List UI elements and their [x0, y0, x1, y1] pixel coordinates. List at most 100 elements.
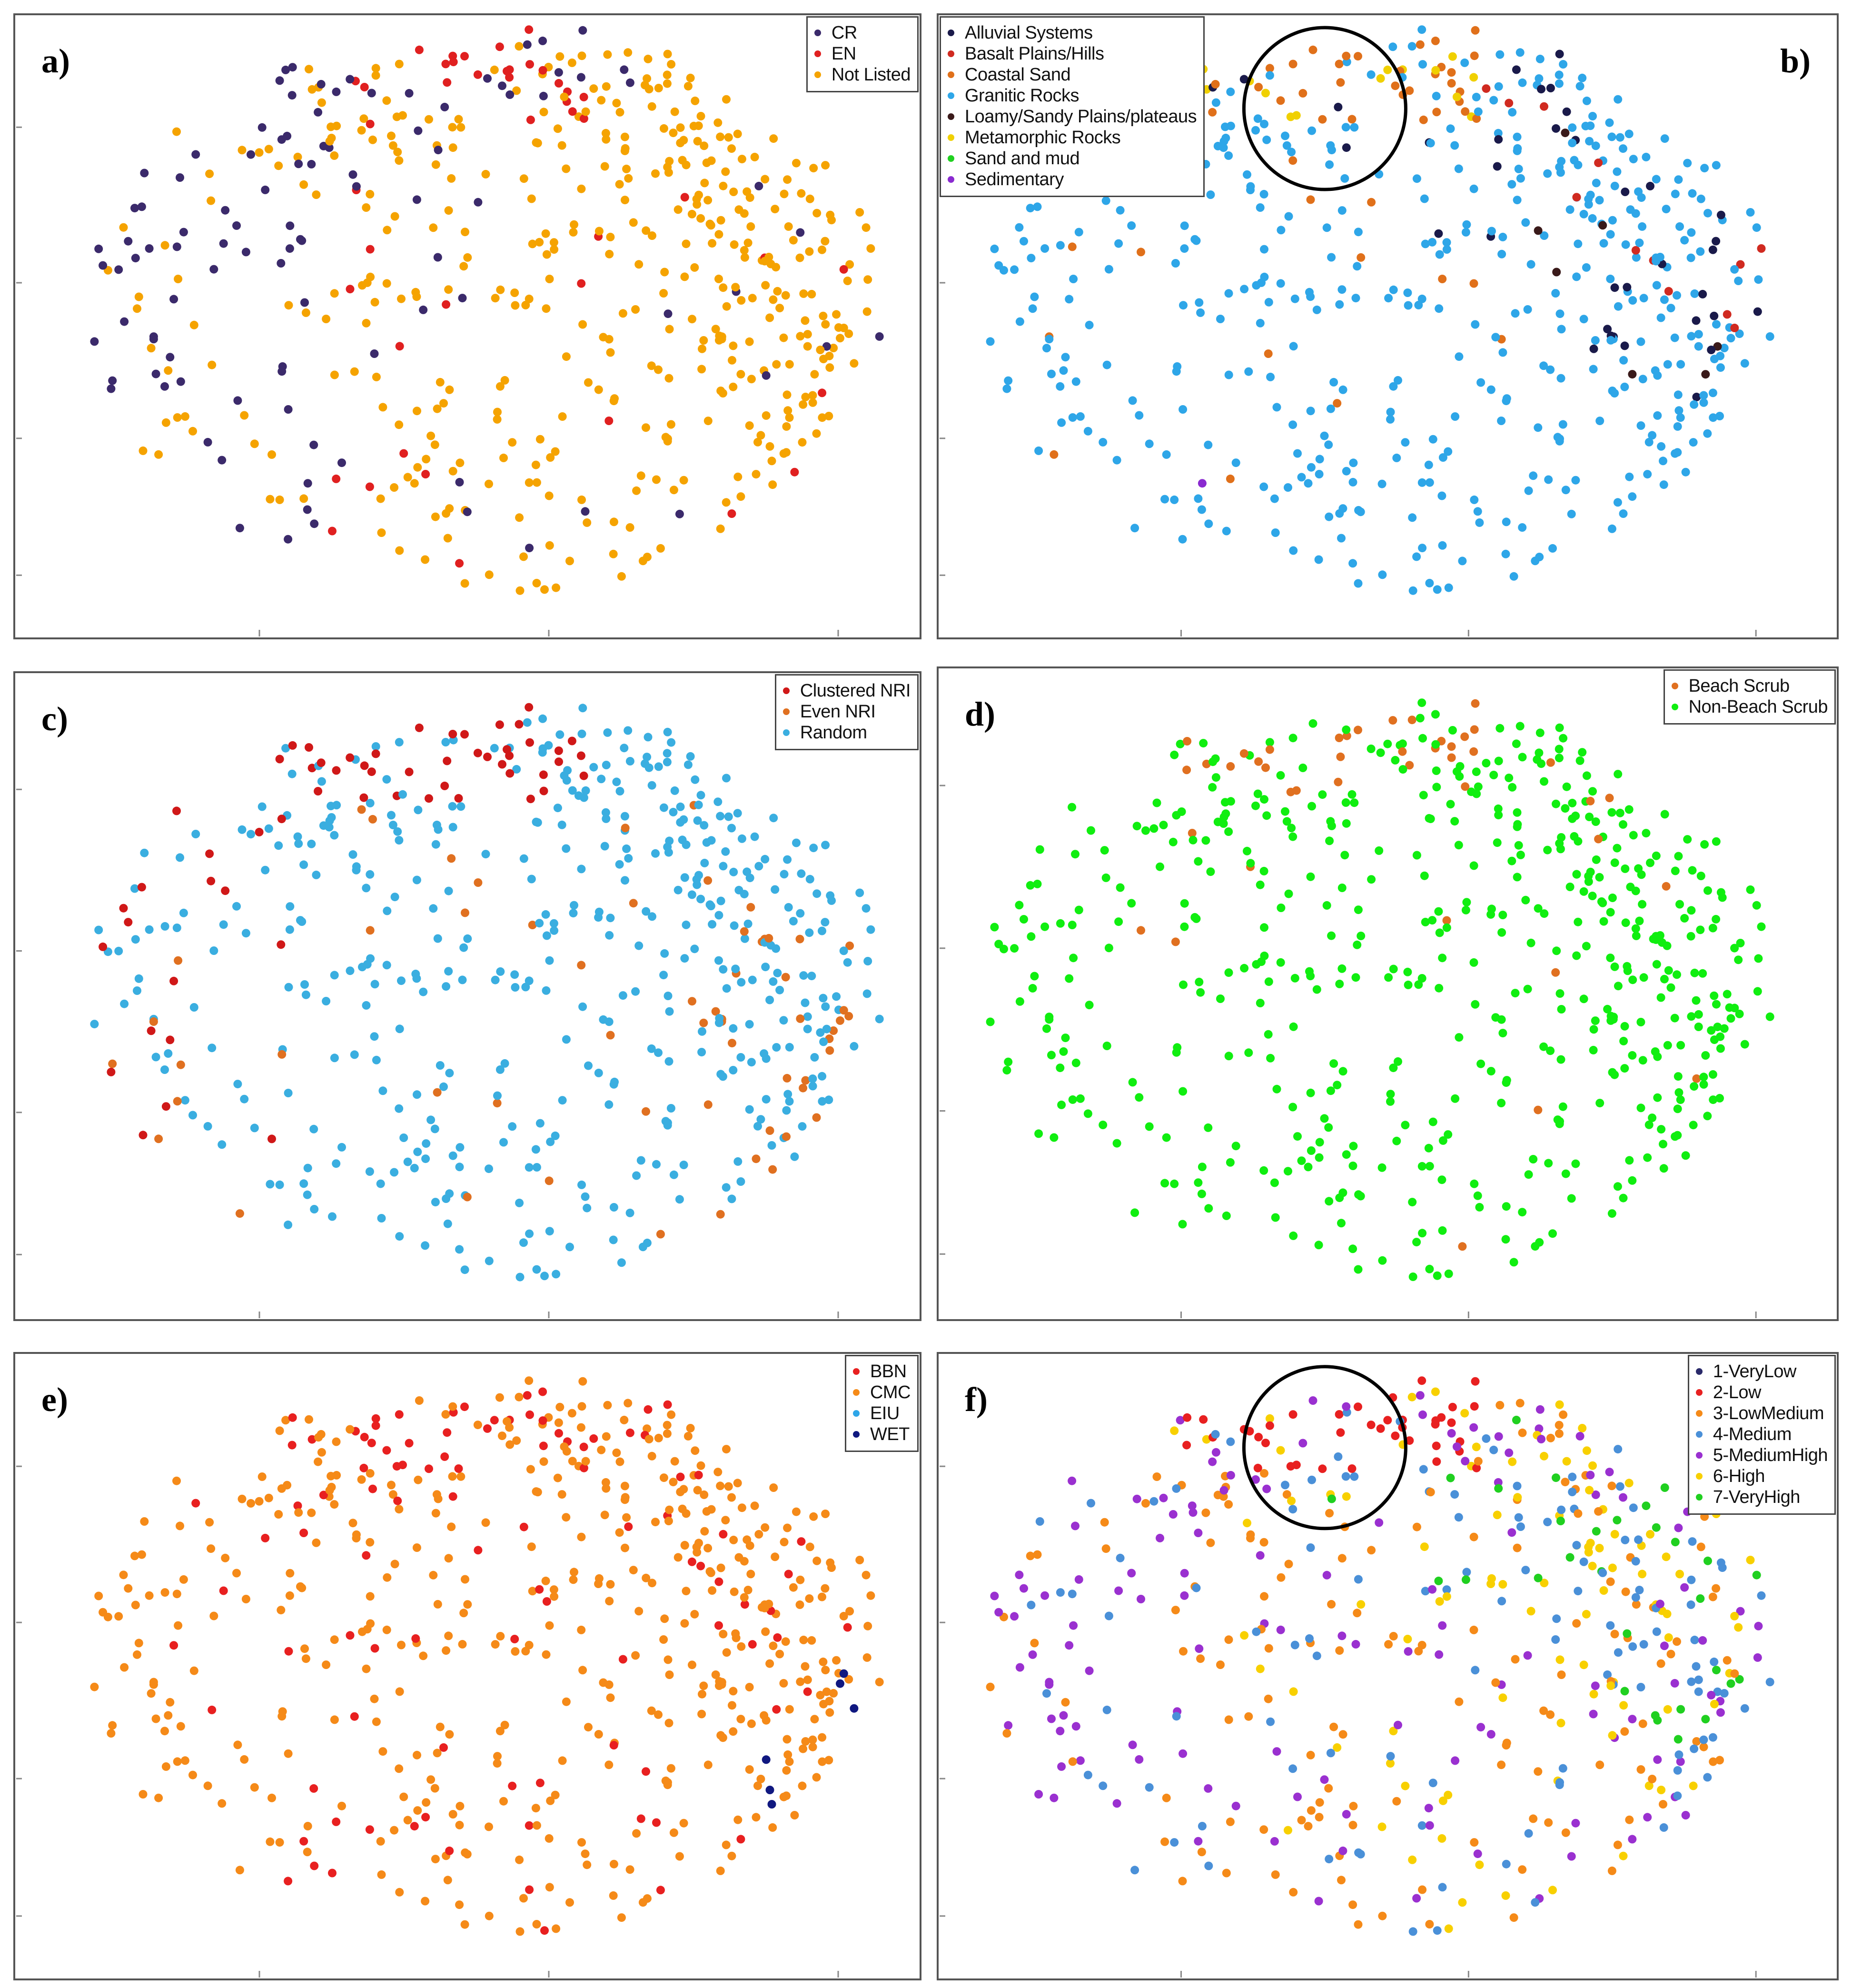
data-point	[743, 1535, 752, 1544]
data-point	[1653, 1052, 1662, 1061]
data-point	[743, 919, 753, 928]
data-point	[235, 524, 244, 533]
data-point	[499, 453, 508, 462]
data-point	[1595, 196, 1604, 205]
data-point	[232, 1569, 241, 1578]
data-point	[551, 447, 560, 456]
data-point	[1591, 141, 1600, 150]
legend-item: CR	[814, 22, 911, 43]
data-point	[1351, 294, 1360, 303]
data-point	[1653, 1716, 1662, 1725]
data-point	[1558, 1102, 1567, 1111]
data-point	[368, 135, 377, 144]
data-point	[388, 821, 397, 829]
data-point	[441, 60, 450, 69]
data-point	[1194, 1837, 1203, 1846]
data-point	[541, 229, 550, 238]
data-point	[303, 1822, 312, 1830]
data-point	[822, 1024, 831, 1034]
legend-item: EN	[814, 43, 911, 64]
data-point	[1061, 1698, 1070, 1707]
data-point	[174, 275, 183, 283]
data-point	[805, 928, 814, 937]
data-point	[362, 1001, 371, 1010]
data-point	[1473, 1191, 1482, 1200]
data-point	[1629, 831, 1638, 840]
data-point	[1537, 1435, 1545, 1443]
data-point	[986, 1682, 995, 1691]
data-point	[1753, 307, 1762, 316]
data-point	[1655, 1600, 1664, 1609]
data-point	[1515, 1399, 1525, 1408]
data-point	[1632, 931, 1641, 940]
data-point	[1433, 1926, 1442, 1935]
data-point	[205, 849, 214, 858]
data-point	[448, 123, 457, 132]
data-point	[863, 1621, 872, 1630]
data-point	[1607, 1866, 1616, 1875]
data-point	[1710, 1700, 1719, 1709]
data-point	[1638, 222, 1647, 231]
data-point	[625, 1865, 634, 1874]
data-point	[358, 1627, 366, 1636]
data-point	[1244, 367, 1253, 376]
data-point	[1354, 726, 1362, 735]
data-point	[90, 1020, 99, 1029]
data-point	[549, 1585, 558, 1594]
data-point	[1226, 797, 1235, 806]
data-point	[583, 518, 592, 527]
data-point	[1128, 396, 1137, 405]
data-point	[721, 1516, 730, 1525]
data-point	[694, 871, 703, 880]
panel-label: e)	[41, 1381, 68, 1419]
data-point	[1057, 418, 1066, 427]
data-point	[1518, 1865, 1527, 1874]
data-point	[824, 1095, 833, 1104]
data-point	[1694, 1010, 1703, 1019]
data-point	[1610, 283, 1619, 292]
data-point	[762, 371, 771, 380]
data-point	[1502, 1741, 1511, 1749]
data-point	[1692, 392, 1701, 401]
data-point	[219, 1586, 228, 1595]
data-point	[1568, 798, 1577, 807]
data-point	[1298, 764, 1307, 772]
data-point	[663, 1429, 672, 1438]
data-point	[1671, 1538, 1680, 1547]
data-point	[1666, 1650, 1675, 1659]
data-point	[740, 253, 749, 262]
data-point	[348, 170, 357, 179]
legend-swatch	[948, 155, 954, 162]
data-point	[473, 748, 482, 757]
data-point	[1389, 1632, 1398, 1640]
data-point	[267, 1134, 276, 1143]
data-point	[332, 1471, 341, 1480]
data-point	[1219, 137, 1228, 146]
data-point	[562, 844, 571, 853]
data-point	[281, 744, 290, 753]
data-point	[740, 934, 749, 943]
data-point	[700, 858, 709, 867]
data-point	[205, 169, 214, 179]
data-point	[1222, 1211, 1231, 1220]
data-point	[348, 1519, 357, 1528]
data-point	[429, 904, 438, 913]
data-point	[1540, 231, 1549, 240]
data-point	[393, 1496, 402, 1505]
data-point	[1254, 757, 1263, 766]
data-point	[542, 1650, 551, 1659]
data-point	[553, 804, 562, 813]
data-point	[1226, 87, 1235, 96]
data-point	[737, 834, 746, 843]
data-point	[792, 1507, 801, 1516]
data-point	[694, 121, 703, 130]
data-point	[99, 261, 108, 270]
data-point	[1673, 448, 1682, 457]
data-point	[261, 865, 270, 875]
data-point	[768, 1823, 777, 1832]
data-point	[1424, 1143, 1433, 1153]
data-point	[219, 920, 228, 929]
data-point	[346, 75, 355, 84]
data-point	[493, 1091, 502, 1100]
data-point	[284, 983, 293, 992]
